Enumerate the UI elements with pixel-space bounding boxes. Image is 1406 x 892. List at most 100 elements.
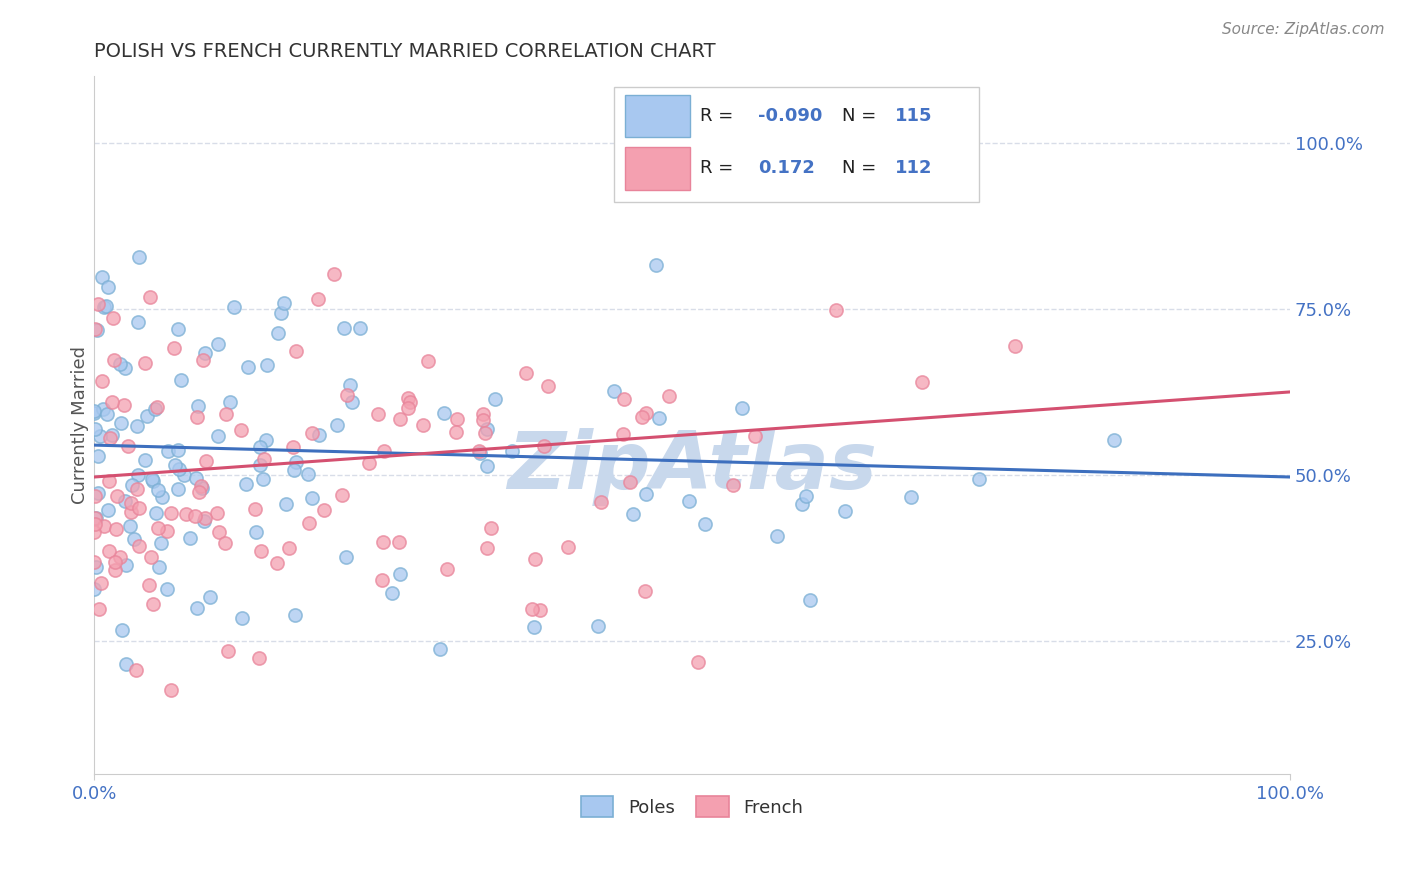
Point bbox=[297, 516, 319, 531]
Point bbox=[98, 431, 121, 445]
Point bbox=[631, 409, 654, 424]
Point bbox=[121, 496, 143, 510]
Point bbox=[127, 468, 149, 483]
Point bbox=[297, 467, 319, 481]
Point bbox=[193, 514, 215, 528]
Point bbox=[214, 407, 236, 421]
Point bbox=[621, 507, 644, 521]
Point bbox=[89, 602, 111, 616]
Point bbox=[270, 306, 292, 320]
Point bbox=[163, 458, 186, 472]
Point bbox=[335, 549, 357, 564]
Point bbox=[97, 280, 120, 294]
Point bbox=[523, 620, 546, 634]
Point bbox=[238, 359, 260, 374]
Point bbox=[647, 410, 669, 425]
Point bbox=[90, 374, 112, 388]
Point bbox=[243, 502, 266, 516]
Point bbox=[312, 503, 335, 517]
Point bbox=[125, 663, 148, 677]
Point bbox=[477, 458, 499, 473]
Point bbox=[429, 642, 451, 657]
Point bbox=[128, 540, 150, 554]
Point bbox=[678, 493, 700, 508]
Point bbox=[231, 611, 253, 625]
Point bbox=[186, 601, 208, 615]
Point bbox=[322, 267, 344, 281]
Point bbox=[86, 323, 108, 337]
Point bbox=[167, 483, 190, 497]
Point bbox=[104, 555, 127, 569]
Point bbox=[139, 290, 162, 304]
Point bbox=[84, 422, 107, 436]
Point bbox=[766, 529, 789, 543]
Point bbox=[83, 524, 105, 539]
Point bbox=[142, 475, 165, 489]
Point bbox=[143, 401, 166, 416]
Point bbox=[399, 394, 422, 409]
Point bbox=[515, 366, 537, 380]
Point bbox=[799, 592, 821, 607]
Text: 112: 112 bbox=[896, 160, 932, 178]
Point bbox=[235, 477, 257, 491]
Point bbox=[533, 439, 555, 453]
Point bbox=[188, 484, 211, 499]
Point bbox=[472, 413, 495, 427]
Point bbox=[146, 521, 169, 535]
Point bbox=[149, 535, 172, 549]
Point bbox=[444, 425, 467, 439]
Point bbox=[146, 483, 169, 498]
Point bbox=[472, 408, 495, 422]
Point bbox=[174, 508, 197, 522]
Point bbox=[373, 443, 395, 458]
Point bbox=[381, 585, 404, 599]
Point bbox=[332, 488, 354, 502]
Point bbox=[389, 412, 412, 426]
Point bbox=[388, 535, 411, 549]
Point bbox=[191, 481, 214, 495]
Text: ZipAtlas: ZipAtlas bbox=[508, 428, 877, 506]
Point bbox=[89, 429, 111, 443]
Point bbox=[658, 389, 681, 403]
Point bbox=[1102, 433, 1125, 447]
Point bbox=[412, 417, 434, 432]
Point bbox=[266, 556, 288, 570]
Point bbox=[326, 417, 349, 432]
Point bbox=[557, 540, 579, 554]
Point bbox=[93, 518, 115, 533]
Point bbox=[125, 418, 148, 433]
Point bbox=[160, 682, 183, 697]
Point bbox=[436, 562, 458, 576]
Point bbox=[371, 535, 394, 549]
Point bbox=[110, 357, 132, 371]
Point bbox=[83, 517, 105, 532]
Point bbox=[134, 452, 156, 467]
Point bbox=[612, 392, 634, 406]
Point bbox=[90, 269, 112, 284]
Point bbox=[281, 440, 304, 454]
Point bbox=[721, 478, 744, 492]
Point bbox=[834, 504, 856, 518]
Point bbox=[134, 356, 156, 370]
Point bbox=[87, 486, 110, 500]
Point bbox=[120, 505, 142, 519]
Point bbox=[603, 384, 626, 398]
Text: -0.090: -0.090 bbox=[758, 107, 823, 125]
Point bbox=[115, 558, 138, 572]
Point bbox=[104, 563, 127, 577]
Point bbox=[207, 524, 229, 539]
Point bbox=[284, 343, 307, 358]
Point bbox=[141, 472, 163, 486]
Point bbox=[84, 322, 107, 336]
Point bbox=[83, 406, 105, 420]
Point bbox=[252, 472, 274, 486]
Point bbox=[187, 400, 209, 414]
Point bbox=[367, 407, 389, 421]
Point bbox=[446, 411, 468, 425]
Text: N =: N = bbox=[842, 160, 882, 178]
Text: R =: R = bbox=[700, 160, 740, 178]
Point bbox=[110, 416, 132, 430]
FancyBboxPatch shape bbox=[614, 87, 979, 202]
Point bbox=[160, 506, 183, 520]
Point bbox=[156, 582, 179, 596]
